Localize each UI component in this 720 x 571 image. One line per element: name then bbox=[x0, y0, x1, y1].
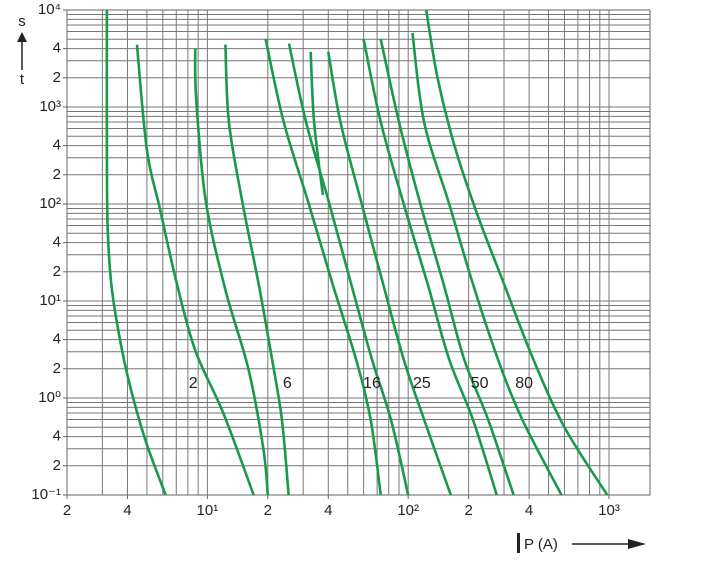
curve bbox=[326, 51, 453, 496]
y-arrowhead bbox=[17, 32, 27, 42]
plot-border bbox=[66, 9, 651, 496]
x-tick-label: 10² bbox=[397, 502, 419, 519]
curve-label: 6 bbox=[283, 375, 292, 392]
x-label-bar bbox=[517, 533, 520, 553]
curve bbox=[193, 48, 270, 496]
x-tick-label: 4 bbox=[324, 502, 332, 519]
y-unit: s bbox=[18, 13, 26, 30]
y-tick-label: 2 bbox=[53, 69, 61, 86]
y-tick-label: 4 bbox=[53, 428, 61, 445]
x-tick-label: 2 bbox=[464, 502, 472, 519]
y-tick-label: 4 bbox=[53, 234, 61, 251]
curve bbox=[224, 44, 290, 496]
x-tick-label: 10¹ bbox=[197, 502, 219, 519]
curve bbox=[424, 9, 609, 496]
x-tick-label: 2 bbox=[63, 502, 71, 519]
curve-label: 2 bbox=[189, 375, 198, 392]
y-tick-label: 4 bbox=[53, 331, 61, 348]
x-arrowhead bbox=[628, 539, 646, 549]
x-tick-label: 2 bbox=[264, 502, 272, 519]
y-tick-label: 2 bbox=[53, 263, 61, 280]
y-tick-label: 4 bbox=[53, 137, 61, 154]
curve bbox=[135, 44, 255, 496]
curve-label: 50 bbox=[471, 375, 489, 392]
curve bbox=[264, 38, 383, 496]
curve bbox=[379, 38, 515, 496]
y-tick-label: 2 bbox=[53, 166, 61, 183]
y-tick-label: 10² bbox=[39, 195, 61, 212]
y-label: t bbox=[20, 71, 25, 88]
x-tick-label: 10³ bbox=[598, 502, 620, 519]
x-tick-label: 4 bbox=[525, 502, 533, 519]
x-tick-label: 4 bbox=[123, 502, 131, 519]
curve bbox=[362, 38, 498, 496]
y-tick-label: 10³ bbox=[39, 98, 61, 115]
y-tick-label: 10¹ bbox=[39, 292, 61, 309]
curve bbox=[309, 51, 325, 196]
curve-label: 80 bbox=[515, 375, 533, 392]
curve bbox=[411, 32, 563, 496]
y-tick-label: 10⁴ bbox=[38, 1, 61, 18]
y-tick-label: 2 bbox=[53, 457, 61, 474]
y-tick-label: 4 bbox=[53, 40, 61, 57]
y-tick-label: 10⁰ bbox=[38, 389, 61, 406]
y-tick-label: 10⁻¹ bbox=[31, 486, 61, 503]
y-tick-label: 2 bbox=[53, 360, 61, 377]
curve-label: 25 bbox=[413, 375, 431, 392]
curve bbox=[287, 43, 410, 496]
x-label: P (A) bbox=[524, 536, 558, 553]
curve bbox=[105, 9, 167, 496]
curve-label: 16 bbox=[363, 375, 381, 392]
